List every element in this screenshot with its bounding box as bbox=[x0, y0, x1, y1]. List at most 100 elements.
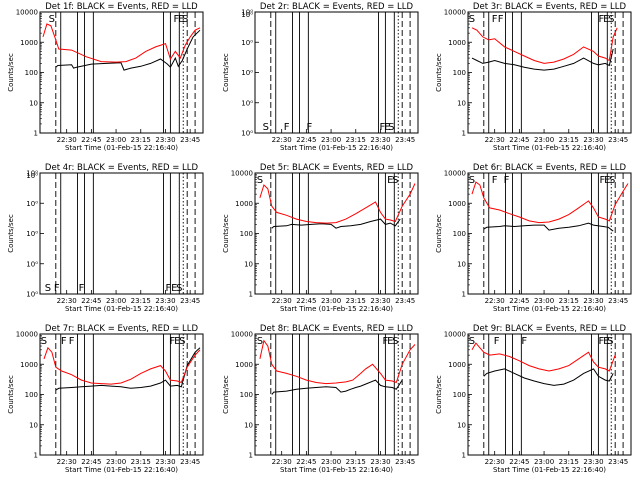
marker-letter: S bbox=[41, 336, 47, 347]
x-tick-label: 22:45 bbox=[81, 297, 101, 305]
chart-title: Det 2r: BLACK = Events, RED = LLD bbox=[260, 2, 414, 12]
marker-letter: F bbox=[79, 283, 85, 294]
plot-frame bbox=[467, 11, 632, 134]
marker-letter: E bbox=[384, 122, 390, 133]
series-line-events bbox=[483, 222, 614, 232]
plot-frame bbox=[467, 333, 632, 456]
marker-letter: F bbox=[598, 14, 604, 25]
marker-letter: S bbox=[257, 175, 263, 186]
y-tick-label: 1 bbox=[249, 291, 253, 299]
x-tick-label: 23:00 bbox=[534, 458, 554, 466]
x-tick-label: 23:00 bbox=[321, 458, 341, 466]
x-tick-label: 22:30 bbox=[57, 297, 77, 305]
marker-letter: F bbox=[169, 336, 175, 347]
x-tick-label: 23:30 bbox=[370, 297, 390, 305]
marker-letter: E bbox=[171, 283, 177, 294]
x-tick-label: 23:30 bbox=[370, 458, 390, 466]
y-tick-label: 100 bbox=[25, 391, 38, 399]
chart-panel-4r: Det 4r: BLACK = Events, RED = LLD 10⁰ 10⁰ 1… bbox=[7, 163, 204, 313]
y-tick-label: 100 bbox=[453, 230, 466, 238]
marker-letter: F bbox=[498, 14, 504, 25]
y-tick-label: 1000 bbox=[20, 361, 38, 369]
x-tick-label: 23:30 bbox=[583, 297, 603, 305]
y-tick-label: 10⁰ bbox=[241, 9, 253, 17]
x-tick-label: 23:15 bbox=[346, 458, 366, 466]
y-tick-label: 1 bbox=[462, 130, 466, 138]
y-tick-label: 100 bbox=[240, 391, 253, 399]
chart-title: Det 3r: BLACK = Events, RED = LLD bbox=[473, 2, 627, 12]
x-tick-label: 23:30 bbox=[370, 136, 390, 144]
marker-letter: S bbox=[392, 336, 398, 347]
marker-letter: S bbox=[469, 14, 475, 25]
plot-frame bbox=[39, 172, 204, 295]
x-tick-label: 23:30 bbox=[155, 136, 175, 144]
marker-letter: E bbox=[604, 175, 610, 186]
x-tick-label: 23:45 bbox=[608, 297, 628, 305]
x-tick-label: 23:30 bbox=[155, 297, 175, 305]
x-tick-label: 23:15 bbox=[346, 297, 366, 305]
marker-letter: S bbox=[469, 175, 475, 186]
plot-frame bbox=[39, 333, 204, 456]
series-line-lld bbox=[43, 346, 201, 385]
marker-letter: F bbox=[383, 336, 389, 347]
x-tick-label: 23:45 bbox=[395, 297, 415, 305]
x-tick-label: 22:30 bbox=[485, 136, 505, 144]
y-tick-label: 10⁰ bbox=[241, 99, 253, 107]
y-tick-label: 10⁰ bbox=[26, 172, 38, 180]
y-tick-label: 10⁰ bbox=[26, 291, 38, 299]
y-tick-label: 1000 bbox=[20, 39, 38, 47]
marker-letter: E bbox=[603, 336, 609, 347]
x-axis-label: Start Time (01-Feb-15 22:16:40) bbox=[493, 305, 606, 313]
series-line-events bbox=[271, 218, 401, 229]
x-tick-label: 22:45 bbox=[509, 136, 529, 144]
x-tick-label: 22:45 bbox=[81, 136, 101, 144]
x-tick-label: 22:45 bbox=[296, 458, 316, 466]
y-tick-label: 10⁰ bbox=[241, 69, 253, 77]
marker-letter: S bbox=[179, 336, 185, 347]
x-tick-label: 23:45 bbox=[395, 136, 415, 144]
marker-letter: F bbox=[504, 175, 510, 186]
x-tick-label: 23:15 bbox=[559, 458, 579, 466]
y-tick-label: 1000 bbox=[235, 361, 253, 369]
x-tick-label: 23:45 bbox=[180, 297, 200, 305]
y-tick-label: 10000 bbox=[16, 9, 38, 17]
x-tick-label: 22:30 bbox=[272, 458, 292, 466]
x-tick-label: 22:30 bbox=[485, 297, 505, 305]
marker-letter: F bbox=[166, 283, 172, 294]
plot-frame bbox=[254, 172, 419, 295]
x-tick-label: 23:00 bbox=[106, 136, 126, 144]
x-tick-label: 22:45 bbox=[509, 297, 529, 305]
y-tick-label: 100 bbox=[240, 230, 253, 238]
x-tick-label: 23:00 bbox=[106, 297, 126, 305]
marker-letter: F bbox=[494, 336, 500, 347]
marker-letter: S bbox=[469, 336, 475, 347]
x-axis-label: Start Time (01-Feb-15 22:16:40) bbox=[65, 466, 178, 474]
series-line-events bbox=[271, 379, 403, 395]
y-tick-label: 10⁰ bbox=[241, 130, 253, 138]
y-tick-label: 10⁰ bbox=[241, 11, 253, 19]
y-tick-label: 10 bbox=[29, 421, 38, 429]
x-tick-label: 22:30 bbox=[57, 136, 77, 144]
x-tick-label: 22:45 bbox=[296, 136, 316, 144]
x-tick-label: 23:15 bbox=[559, 297, 579, 305]
x-tick-label: 23:45 bbox=[608, 458, 628, 466]
x-axis-label: Start Time (01-Feb-15 22:16:40) bbox=[493, 466, 606, 474]
x-axis-label: Start Time (01-Feb-15 22:16:40) bbox=[65, 305, 178, 313]
y-axis-label: Counts/sec bbox=[435, 375, 443, 414]
marker-letter: S bbox=[176, 283, 182, 294]
y-tick-label: 1000 bbox=[448, 39, 466, 47]
y-tick-label: 10⁰ bbox=[26, 230, 38, 238]
x-tick-label: 23:30 bbox=[583, 458, 603, 466]
plot-frame bbox=[39, 11, 204, 134]
marker-letter: S bbox=[608, 14, 614, 25]
y-axis-label: Counts/sec bbox=[222, 53, 230, 92]
y-axis-label: Counts/sec bbox=[222, 214, 230, 253]
marker-letter: S bbox=[49, 14, 55, 25]
marker-letter: F bbox=[599, 175, 605, 186]
x-tick-label: 23:00 bbox=[534, 297, 554, 305]
marker-letter: E bbox=[603, 14, 609, 25]
plot-frame bbox=[254, 11, 419, 134]
marker-letter: F bbox=[380, 122, 386, 133]
series-line-lld bbox=[471, 342, 616, 372]
